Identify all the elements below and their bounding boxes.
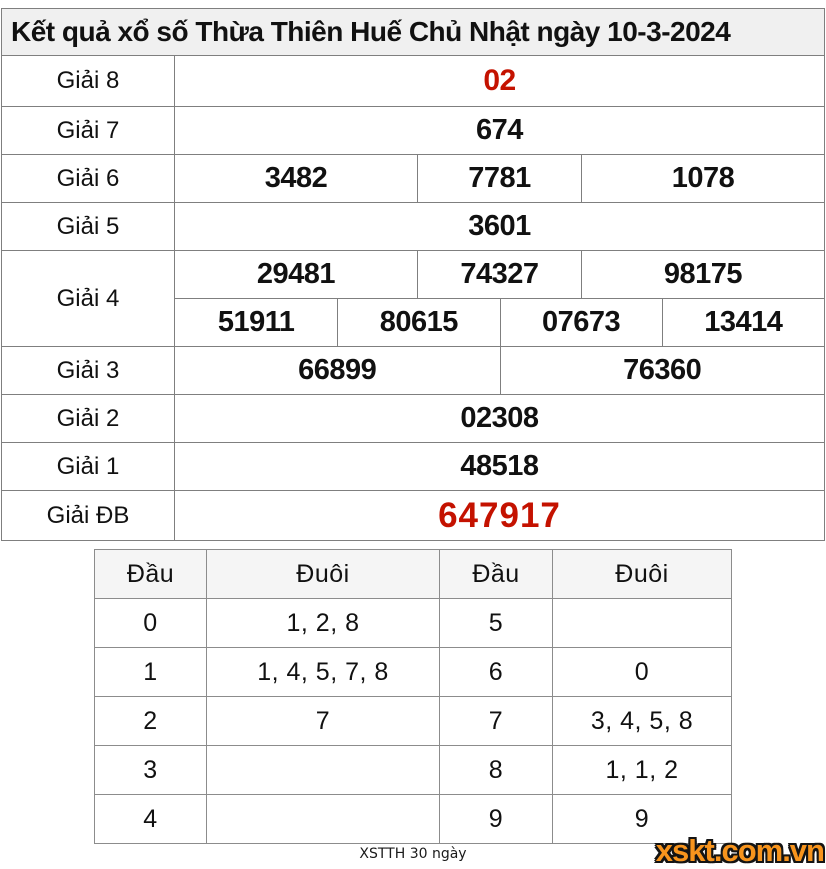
column-header: Đầu	[95, 550, 206, 598]
site-logo-link[interactable]: xskt.com.vn	[655, 833, 825, 868]
column-header: Đầu	[439, 550, 552, 598]
prize-number: 07673	[499, 299, 662, 346]
prize-row-giai-3: Giải 3 66899 76360	[2, 346, 824, 394]
prize-label: Giải 2	[2, 395, 175, 442]
prize-number: 29481	[256, 258, 336, 290]
prize-label: Giải 5	[2, 203, 175, 250]
head-tail-row: 1 1, 4, 5, 7, 8 6 0	[95, 647, 731, 696]
prize-number: 98175	[581, 251, 824, 298]
tail-values: 3, 4, 5, 8	[552, 697, 731, 745]
head-tail-table: Đầu Đuôi Đầu Đuôi 0 1, 2, 8 5 1 1, 4, 5,…	[94, 549, 732, 844]
head-value: 4	[143, 804, 158, 833]
head-tail-row: 3 8 1, 1, 2	[95, 745, 731, 794]
prize-label: Giải 4	[2, 251, 175, 346]
tail-values	[552, 599, 731, 647]
prize-label: Giải 3	[2, 347, 175, 394]
column-header: Đuôi	[552, 550, 731, 598]
tail-values	[206, 746, 439, 794]
head-tail-row: 0 1, 2, 8 5	[95, 598, 731, 647]
prize-row-giai-1: Giải 1 48518	[2, 442, 824, 490]
prize-label: Giải 1	[2, 443, 175, 490]
page-title: Kết quả xổ số Thừa Thiên Huế Chủ Nhật ng…	[2, 9, 824, 55]
prize-number: 66899	[298, 354, 377, 386]
prize-number: 7781	[417, 155, 581, 202]
prize-number: 02308	[460, 402, 539, 434]
prize-number: 13414	[661, 299, 824, 346]
stats-caption: XSTTH 30 ngày	[359, 846, 467, 862]
tail-values: 0	[552, 648, 731, 696]
prize-number: 80615	[337, 299, 499, 346]
head-value: 9	[439, 795, 552, 843]
head-value: 2	[143, 706, 158, 735]
prize-number: 3601	[468, 210, 531, 242]
prize-row-giai-8: Giải 8 02	[2, 55, 824, 106]
prize-number: 1078	[581, 155, 824, 202]
prize-row-giai-4: Giải 4 29481 74327 98175 51911 80615 076…	[2, 250, 824, 346]
tail-values: 9	[552, 795, 731, 843]
head-value: 6	[439, 648, 552, 696]
prize-row-giai-db: Giải ĐB 647917	[2, 490, 824, 540]
head-tail-header-row: Đầu Đuôi Đầu Đuôi	[95, 550, 731, 598]
prize-subrow: 29481 74327 98175	[175, 251, 824, 298]
head-tail-row: 2 7 7 3, 4, 5, 8	[95, 696, 731, 745]
prize-row-giai-6: Giải 6 3482 7781 1078	[2, 154, 824, 202]
prize-number: 02	[483, 64, 516, 97]
head-value: 5	[439, 599, 552, 647]
prize-number-jackpot: 647917	[438, 495, 561, 535]
prize-label: Giải 7	[2, 107, 175, 154]
tail-values: 1, 4, 5, 7, 8	[206, 648, 439, 696]
tail-values	[206, 795, 439, 843]
prize-label: Giải ĐB	[2, 491, 175, 540]
prize-number: 48518	[460, 450, 539, 482]
prize-number: 76360	[499, 347, 825, 394]
head-value: 3	[143, 755, 158, 784]
tail-values: 1, 2, 8	[206, 599, 439, 647]
prize-row-giai-7: Giải 7 674	[2, 106, 824, 154]
prize-number: 74327	[417, 251, 581, 298]
prize-label: Giải 6	[2, 155, 175, 202]
lottery-results-table: Kết quả xổ số Thừa Thiên Huế Chủ Nhật ng…	[1, 8, 825, 541]
prize-number: 51911	[217, 306, 295, 338]
tail-values: 1, 1, 2	[552, 746, 731, 794]
head-value: 1	[143, 657, 158, 686]
prize-label: Giải 8	[2, 56, 175, 106]
head-value: 7	[439, 697, 552, 745]
head-value: 0	[143, 608, 158, 637]
prize-row-giai-2: Giải 2 02308	[2, 394, 824, 442]
head-value: 8	[439, 746, 552, 794]
head-tail-row: 4 9 9	[95, 794, 731, 843]
prize-number: 674	[476, 114, 523, 146]
column-header: Đuôi	[206, 550, 439, 598]
tail-values: 7	[206, 697, 439, 745]
prize-subrow: 51911 80615 07673 13414	[175, 298, 824, 346]
prize-row-giai-5: Giải 5 3601	[2, 202, 824, 250]
prize-number: 3482	[264, 162, 328, 194]
